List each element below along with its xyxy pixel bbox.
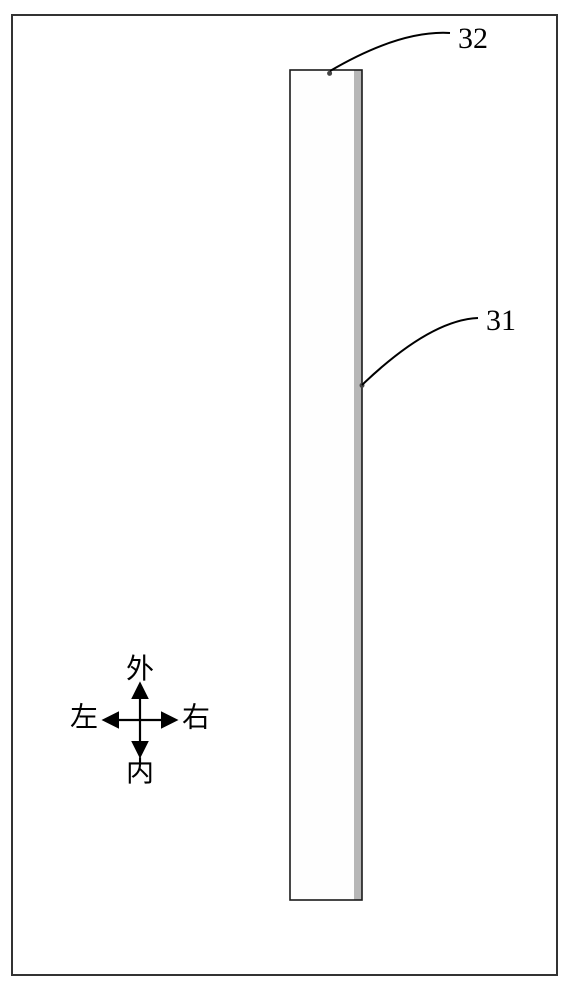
compass-label-outer: 外 [126, 653, 154, 685]
tall-bar-object [290, 70, 365, 900]
compass-label-left: 左 [70, 701, 98, 733]
callout-31-label: 31 [486, 304, 516, 337]
outer-frame [12, 15, 557, 975]
callout-32-label: 32 [458, 22, 488, 55]
compass-label-inner: 内 [126, 756, 154, 788]
compass-label-right: 右 [182, 701, 210, 733]
